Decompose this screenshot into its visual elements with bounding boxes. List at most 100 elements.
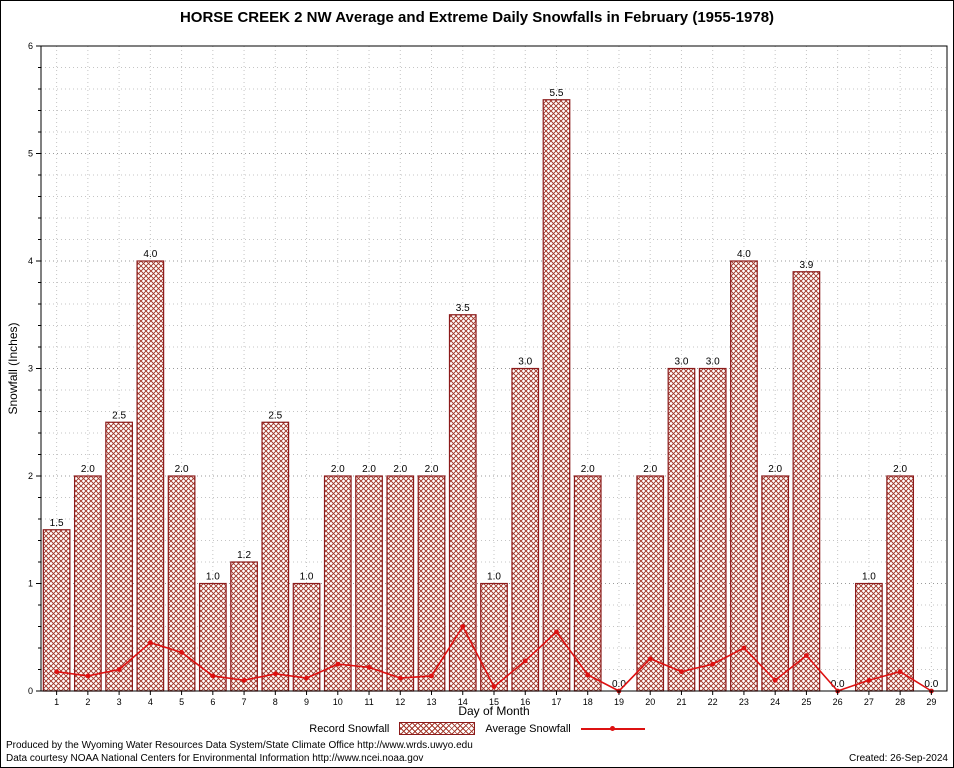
record-bar [792, 271, 821, 692]
legend: Record Snowfall Average Snowfall [1, 722, 953, 735]
x-tick-label: 16 [520, 697, 530, 707]
average-marker [429, 673, 434, 679]
bar-value-label: 2.0 [81, 464, 95, 475]
record-bar [855, 582, 883, 692]
bar-value-label: 3.0 [518, 357, 532, 368]
x-tick-label: 11 [364, 697, 373, 707]
bar-value-label: 3.0 [674, 357, 688, 368]
x-tick-label: 17 [551, 697, 561, 707]
average-marker [147, 640, 153, 646]
record-bar [386, 475, 415, 692]
average-marker [397, 675, 403, 681]
legend-average-marker [610, 726, 616, 731]
x-tick-label: 29 [926, 697, 936, 707]
record-bar [667, 367, 696, 692]
bar-value-label: 4.0 [143, 249, 157, 260]
record-bar [355, 475, 383, 692]
chart-title: HORSE CREEK 2 NW Average and Extreme Dai… [179, 9, 775, 26]
average-marker [54, 669, 60, 675]
x-tick-label: 27 [864, 697, 874, 707]
y-tick-label: 6 [28, 41, 33, 51]
bar-value-label: 1.5 [50, 518, 64, 529]
record-bar [730, 260, 758, 692]
bar-value-label: 3.0 [706, 357, 720, 368]
x-tick-label: 7 [242, 697, 247, 707]
average-marker [304, 675, 309, 681]
x-tick-label: 10 [333, 697, 343, 707]
x-tick-label: 25 [801, 697, 811, 707]
average-marker [179, 649, 184, 655]
bar-value-label: 2.0 [768, 464, 782, 475]
average-marker [647, 656, 653, 662]
bar-value-label: 0.0 [831, 679, 845, 690]
bar-value-label: 1.0 [206, 572, 220, 583]
record-bar [136, 260, 165, 692]
average-marker [335, 661, 341, 667]
y-tick-label: 5 [28, 149, 33, 159]
x-tick-label: 15 [489, 697, 499, 707]
x-tick-label: 9 [304, 697, 309, 707]
footer-data-courtesy: Data courtesy NOAA National Centers for … [6, 753, 424, 764]
record-bar [230, 561, 258, 692]
x-tick-label: 14 [458, 697, 468, 707]
bar-value-label: 3.5 [456, 303, 470, 314]
legend-average-label: Average Snowfall [485, 722, 571, 735]
x-tick-label: 4 [148, 697, 153, 707]
record-bar [761, 475, 790, 692]
bar-value-label: 2.0 [175, 464, 189, 475]
average-marker [460, 624, 466, 629]
record-bar [292, 582, 321, 692]
average-marker [522, 658, 528, 664]
x-tick-label: 8 [273, 697, 278, 707]
record-bar [417, 475, 446, 692]
bar-value-label: 0.0 [924, 679, 938, 690]
x-tick-label: 28 [895, 697, 905, 707]
average-marker [866, 677, 872, 683]
record-bar [105, 421, 133, 692]
average-marker [741, 645, 747, 651]
record-bar [698, 367, 727, 692]
legend-record-label: Record Snowfall [309, 722, 390, 735]
record-bar [448, 314, 477, 692]
bar-value-label: 1.0 [300, 572, 314, 583]
average-marker [491, 684, 497, 690]
bar-value-label: 2.0 [331, 464, 345, 475]
record-bar [261, 421, 290, 692]
record-bar [323, 475, 352, 692]
record-bar [542, 99, 571, 692]
x-tick-label: 1 [54, 697, 59, 707]
x-tick-label: 23 [739, 697, 749, 707]
record-bar [886, 475, 915, 692]
x-tick-label: 20 [645, 697, 655, 707]
y-tick-label: 0 [28, 686, 33, 696]
record-bar [167, 475, 196, 692]
average-marker [710, 661, 716, 667]
average-marker [85, 673, 91, 679]
x-tick-label: 13 [427, 697, 437, 707]
bar-value-label: 2.0 [893, 464, 907, 475]
legend-record-swatch [399, 722, 476, 735]
x-tick-label: 3 [117, 697, 122, 707]
record-bar [73, 475, 102, 692]
average-marker [272, 671, 278, 677]
x-tick-label: 2 [85, 697, 90, 707]
average-marker [897, 669, 903, 675]
x-tick-label: 5 [179, 697, 184, 707]
record-bar [511, 367, 540, 692]
average-marker [585, 672, 591, 678]
bar-value-label: 5.5 [550, 88, 564, 99]
bar-value-label: 2.5 [112, 410, 126, 421]
x-tick-label: 21 [676, 697, 686, 707]
average-marker [772, 677, 778, 683]
y-tick-label: 1 [28, 579, 33, 589]
average-marker [679, 669, 684, 675]
footer: Produced by the Wyoming Water Resources … [6, 739, 948, 765]
average-marker [366, 664, 372, 670]
x-tick-label: 26 [833, 697, 843, 707]
record-bar [573, 475, 602, 692]
y-tick-label: 4 [28, 256, 33, 266]
bar-value-label: 4.0 [737, 249, 751, 260]
y-axis-label: Snowfall (Inches) [6, 322, 20, 414]
bar-value-label: 2.0 [393, 464, 407, 475]
bar-value-label: 1.0 [862, 572, 876, 583]
